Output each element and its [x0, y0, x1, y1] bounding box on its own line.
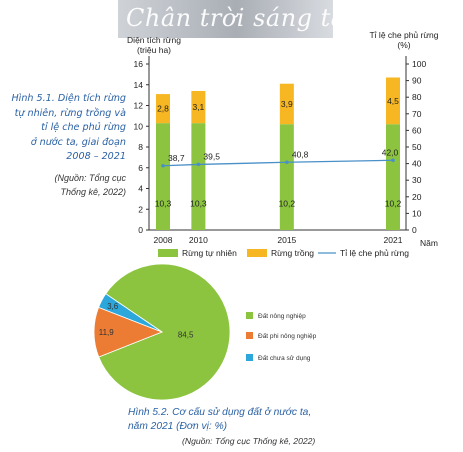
y2-tick-label: 90	[412, 76, 422, 86]
pie-legend-label: Đất phi nông nghiệp	[258, 331, 317, 340]
pie-slice-label: 84,5	[178, 331, 194, 340]
bar-natural-forest	[156, 123, 170, 230]
planted-forest-value-label: 3,9	[281, 99, 293, 109]
coverage-point	[196, 162, 201, 167]
figure1-caption: Hình 5.1. Diện tích rừng tự nhiên, rừng …	[0, 92, 126, 165]
y2-tick-label: 40	[412, 159, 422, 169]
bar-planted-forest	[279, 83, 294, 125]
y2-tick-label: 60	[412, 125, 422, 135]
y2-tick-label: 20	[412, 192, 422, 202]
natural-forest-value-label: 10,3	[155, 198, 172, 208]
legend-swatch-natural-forest	[158, 249, 178, 257]
figure1-caption-line: 2008 – 2021	[66, 151, 126, 162]
legend-label-coverage: Tỉ lệ che phủ rừng	[340, 248, 409, 258]
planted-forest-value-label: 3,1	[192, 102, 204, 112]
y-tick-label: 2	[138, 204, 143, 214]
coverage-value-label: 42,0	[382, 147, 399, 157]
planted-forest-value-label: 2,8	[157, 104, 169, 114]
banner-text: Chân trời sáng tạo	[126, 4, 333, 32]
coverage-value-label: 39,5	[203, 151, 220, 161]
figure1-caption-line: ở nước ta, giai đoạn	[30, 136, 126, 148]
planted-forest-value-label: 4,5	[387, 96, 399, 106]
legend-swatch-planted-forest	[247, 249, 267, 257]
figure1-caption-line: Hình 5.1. Diện tích rừng	[11, 93, 126, 104]
figure1-caption-line: tự nhiên, rừng trồng và	[14, 107, 126, 119]
pie-legend-label: Đất chưa sử dụng	[258, 353, 311, 362]
pie-legend-label: Đất nông nghiệp	[258, 311, 306, 320]
pie-slice-label: 11,9	[99, 328, 115, 337]
figure2-caption: Hình 5.2. Cơ cấu sử dụng đất ở nước ta, …	[128, 406, 311, 434]
bar-planted-forest	[191, 90, 206, 124]
y-tick-label: 0	[138, 225, 143, 235]
pie-legend-swatch	[246, 332, 253, 339]
y-tick-label: 8	[138, 142, 143, 152]
legend-label-planted-forest: Rừng trồng	[271, 248, 314, 258]
coverage-value-label: 38,7	[168, 153, 185, 163]
y2-tick-label: 30	[412, 175, 422, 185]
pie-slice	[98, 293, 163, 333]
y2-tick-label: 0	[412, 225, 417, 235]
pie-legend-swatch	[246, 354, 253, 361]
y-axis-title: Diện tích rừng	[127, 35, 181, 45]
figure1-caption-line: tỉ lệ che phủ rừng	[41, 122, 126, 133]
y2-tick-label: 50	[412, 142, 422, 152]
bar-natural-forest	[279, 124, 294, 230]
natural-forest-value-label: 10,2	[385, 199, 402, 209]
y-tick-label: 6	[138, 163, 143, 173]
pie-slice	[93, 306, 164, 358]
bar-natural-forest	[191, 123, 206, 230]
legend-label-natural-forest: Rừng tự nhiên	[182, 248, 237, 258]
figure1-source: (Nguồn: Tổng cục Thống kê, 2022)	[0, 172, 126, 199]
y2-tick-label: 10	[412, 208, 422, 218]
natural-forest-value-label: 10,2	[279, 199, 296, 209]
x-tick-label: 2021	[384, 235, 403, 245]
figure1-source-line: (Nguồn: Tổng cục	[54, 173, 126, 183]
coverage-line	[162, 159, 394, 167]
y-tick-label: 10	[134, 121, 144, 131]
y2-axis-unit: (%)	[397, 40, 410, 50]
x-axis-title: Năm	[420, 238, 438, 248]
x-tick-label: 2010	[189, 235, 208, 245]
pie-slice	[98, 263, 231, 401]
pie-legend-swatch	[246, 312, 253, 319]
figure2-caption-line: năm 2021 (Đơn vị: %)	[128, 421, 228, 432]
forest-area-chart: 0 2 4 6 8 10 12 14 16 0 10 20 30 40 50 60 70 80 90 100 Diện …	[127, 30, 439, 258]
y-tick-label: 14	[134, 80, 144, 90]
natural-forest-value-label: 10,3	[190, 198, 207, 208]
figure2-source: (Nguồn: Tổng cục Thống kê, 2022)	[182, 436, 316, 446]
bar-planted-forest	[156, 94, 170, 124]
x-tick-label: 2008	[154, 235, 173, 245]
y2-tick-label: 70	[412, 109, 422, 119]
coverage-value-label: 40,8	[292, 149, 309, 159]
figure1-source-line: Thống kê, 2022)	[60, 186, 126, 197]
y-tick-label: 4	[138, 184, 143, 194]
y-axis-unit: (triệu ha)	[137, 45, 171, 55]
bar-natural-forest	[386, 124, 400, 230]
bar-planted-forest	[386, 77, 400, 125]
x-tick-label: 2015	[277, 235, 296, 245]
coverage-point	[161, 163, 165, 168]
figure2-caption-line: Hình 5.2. Cơ cấu sử dụng đất ở nước ta,	[128, 407, 312, 418]
pie-slice-label: 3,6	[107, 302, 119, 311]
y-tick-label: 12	[134, 101, 144, 111]
y2-tick-label: 100	[412, 59, 426, 69]
y2-axis-title: Tỉ lệ che phủ rừng	[369, 30, 438, 40]
coverage-point	[285, 160, 289, 165]
y-tick-label: 16	[134, 59, 144, 69]
publisher-banner: Chân trời sáng tạo	[118, 0, 333, 38]
y2-tick-label: 80	[412, 92, 422, 102]
coverage-point	[391, 158, 395, 163]
